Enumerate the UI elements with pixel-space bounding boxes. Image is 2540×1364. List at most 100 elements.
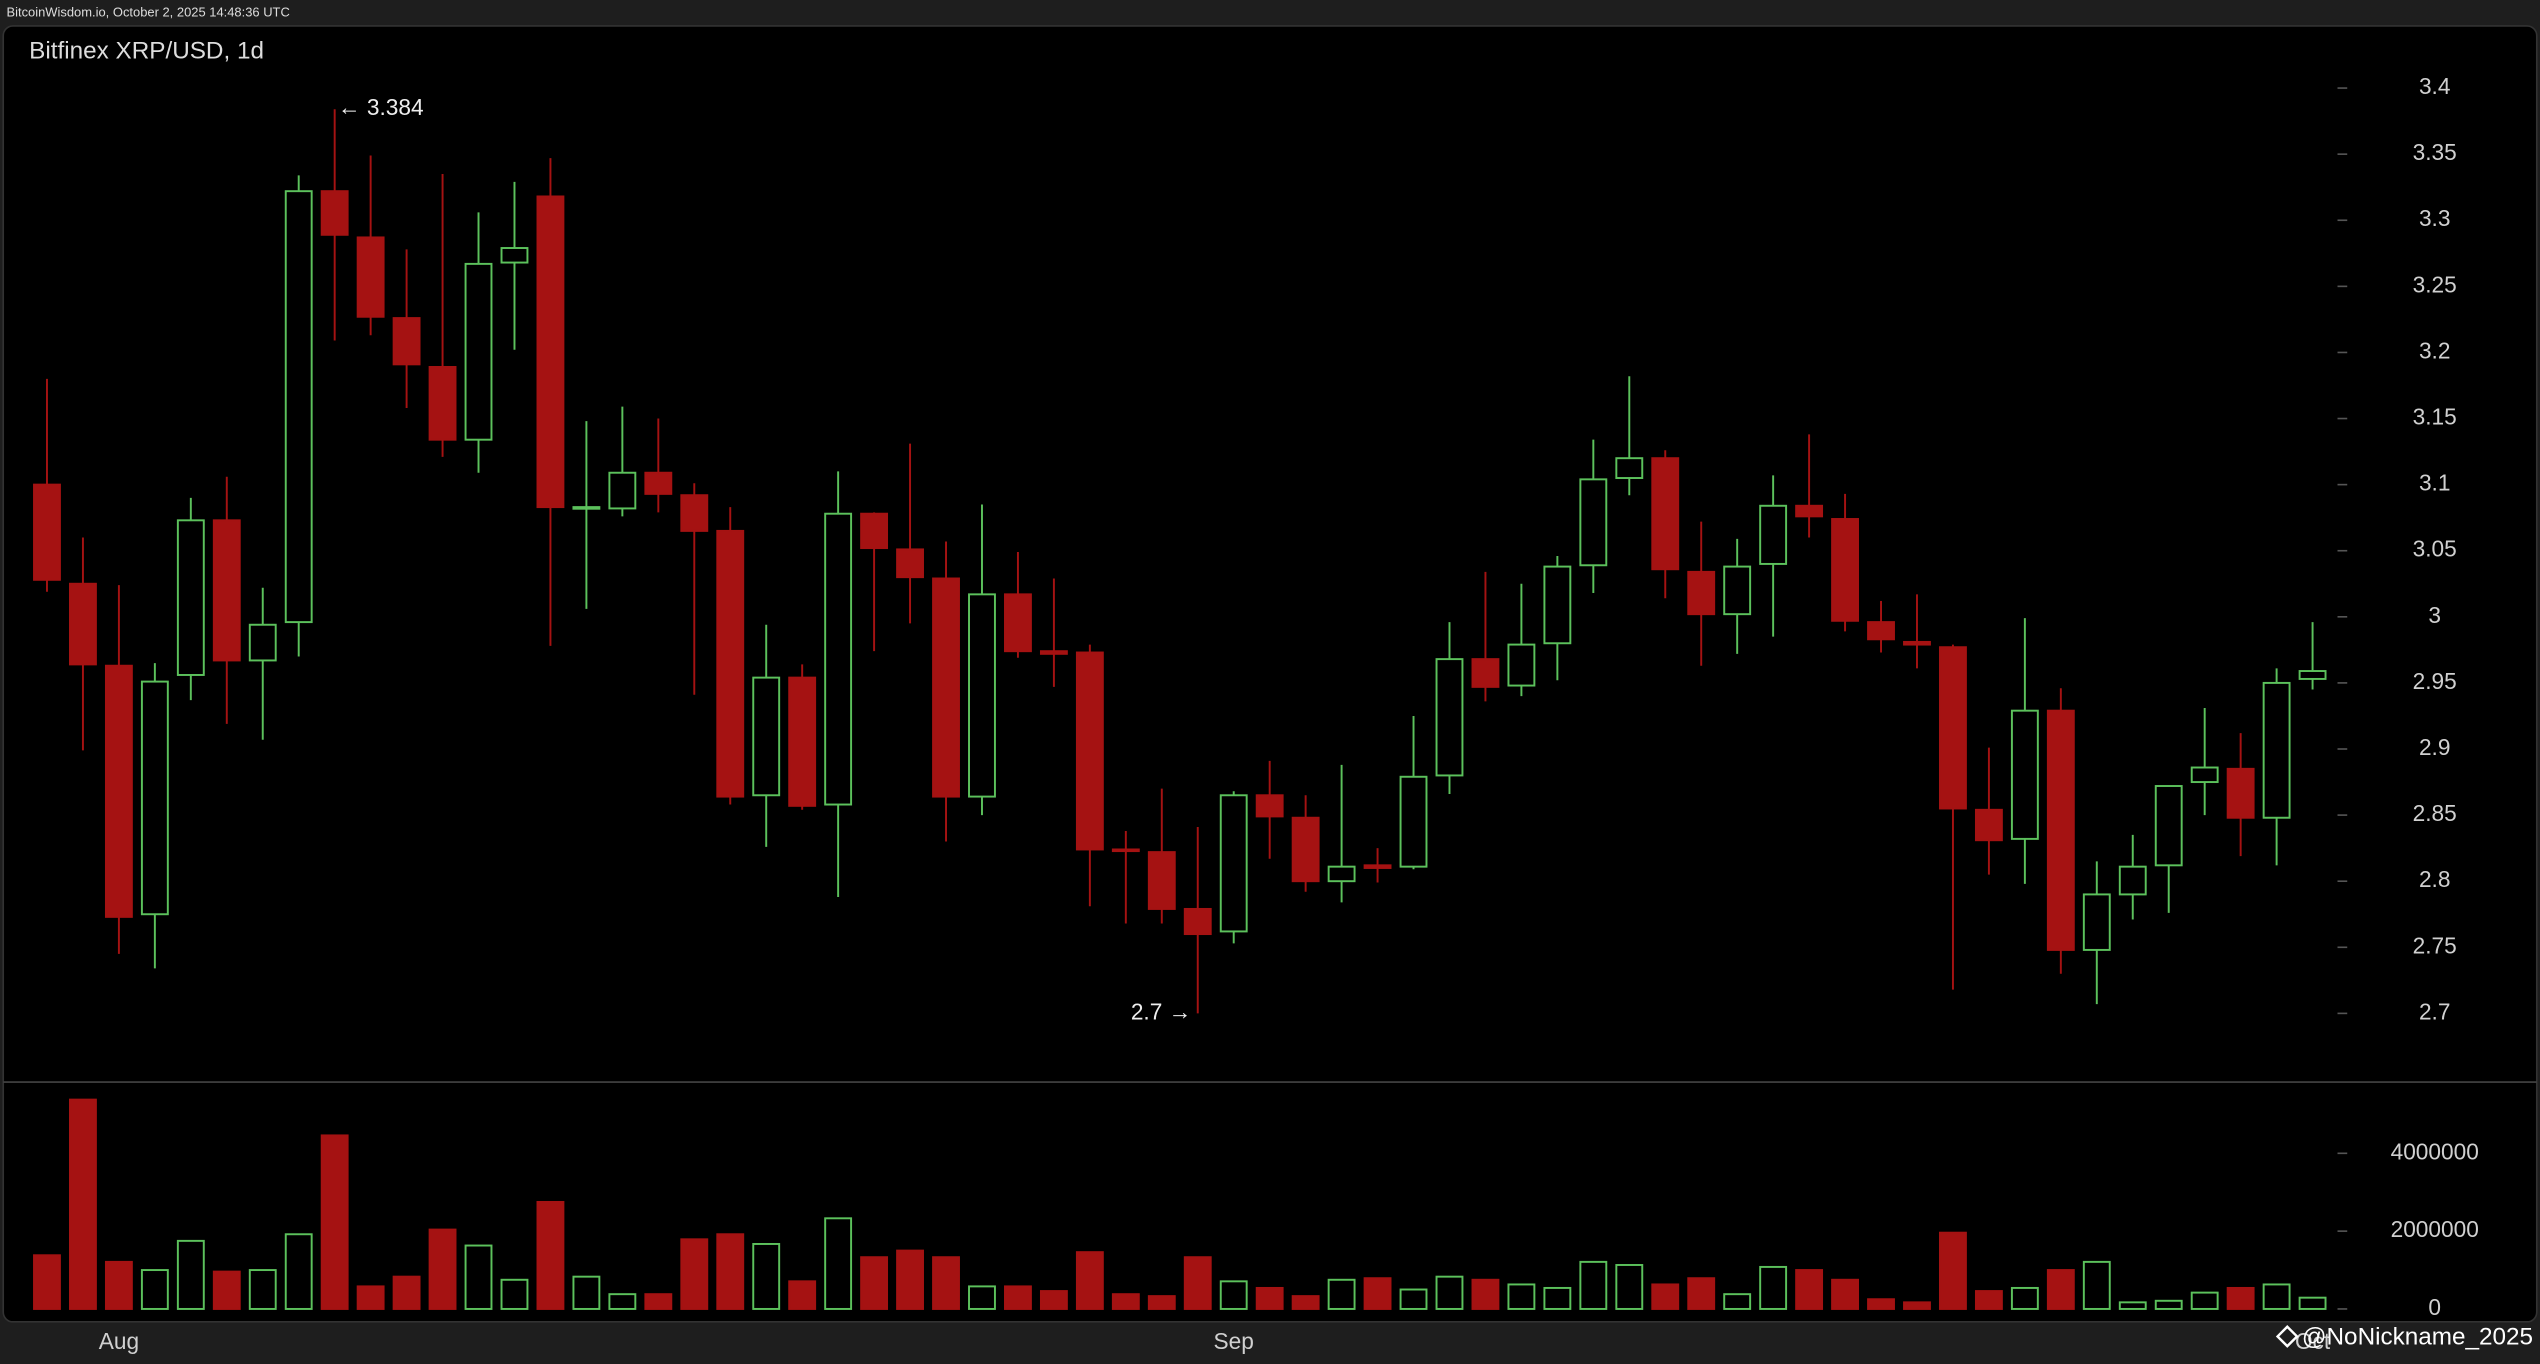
y-tick-label: 3.15 xyxy=(2413,404,2457,430)
y-tick-label: 3.25 xyxy=(2413,271,2457,297)
volume-bar xyxy=(1543,1286,1572,1310)
y-tick-label: 2000000 xyxy=(2391,1216,2479,1242)
candle-body xyxy=(464,262,493,441)
candle-body xyxy=(1219,794,1248,933)
candle-body xyxy=(2190,766,2219,784)
candle-body xyxy=(1831,518,1859,622)
candle-body xyxy=(1543,565,1572,645)
candle-body xyxy=(1651,457,1680,571)
volume-bar xyxy=(752,1243,781,1310)
volume-bar xyxy=(500,1278,529,1310)
candle-body xyxy=(1615,457,1644,479)
candle-body xyxy=(2262,681,2291,819)
volume-bar xyxy=(2046,1269,2075,1310)
volume-bar xyxy=(1039,1290,1068,1310)
candle-body xyxy=(1435,658,1464,777)
volume-bar xyxy=(896,1249,924,1310)
volume-bar xyxy=(1579,1260,1608,1310)
candle-body xyxy=(716,529,745,798)
volume-bar xyxy=(104,1260,133,1310)
volume-bar xyxy=(1147,1295,1176,1310)
volume-bar xyxy=(1687,1277,1716,1310)
volume-bar xyxy=(1075,1251,1104,1310)
volume-bar xyxy=(1867,1298,1895,1310)
candle-body xyxy=(284,190,313,624)
candle-body xyxy=(644,471,673,495)
y-tick-label: 2.95 xyxy=(2413,668,2457,694)
price-annotation: ← 3.384 xyxy=(338,94,424,120)
candle-body xyxy=(1255,794,1284,818)
volume-bar xyxy=(1723,1293,1752,1310)
header: BitcoinWisdom.io, October 2, 2025 14:48:… xyxy=(6,4,289,19)
volume-bar xyxy=(320,1134,349,1310)
volume-bar xyxy=(1183,1256,1212,1310)
y-tick-label: 3.4 xyxy=(2419,73,2451,99)
y-tick-label: 3.35 xyxy=(2413,139,2457,165)
candle-body xyxy=(1075,651,1104,851)
volume-bar xyxy=(1291,1295,1320,1310)
volume-bar xyxy=(1651,1283,1680,1310)
candle-body xyxy=(680,494,709,532)
candle-body xyxy=(1183,907,1212,936)
chart-title: Bitfinex XRP/USD, 1d xyxy=(29,37,264,64)
volume-bar xyxy=(69,1098,97,1310)
volume-bar xyxy=(356,1285,385,1310)
candle-body xyxy=(932,577,960,798)
candle-body xyxy=(1399,775,1428,868)
candle-body xyxy=(356,236,385,318)
candle-body xyxy=(2154,785,2183,867)
candle-body xyxy=(824,512,853,806)
volume-bar xyxy=(572,1275,601,1310)
volume-bar xyxy=(788,1280,817,1310)
y-tick-label: 3 xyxy=(2428,602,2441,628)
candle-body xyxy=(1939,646,1967,810)
candle-body xyxy=(1723,565,1752,616)
candle-body xyxy=(968,593,996,798)
candle-body xyxy=(1471,658,1500,688)
volume-bar xyxy=(2118,1301,2147,1310)
candle-body xyxy=(104,664,133,918)
volume-bar xyxy=(2190,1291,2219,1310)
volume-bar xyxy=(716,1233,745,1310)
x-tick-label: Aug xyxy=(99,1328,139,1354)
volume-bar xyxy=(1219,1280,1248,1310)
candle-body xyxy=(752,676,781,797)
volume-bar xyxy=(1004,1285,1032,1310)
candle-body xyxy=(536,195,565,509)
candle-body xyxy=(572,506,601,510)
y-tick-label: 0 xyxy=(2428,1294,2441,1320)
candle-body xyxy=(1039,650,1068,655)
volume-bar xyxy=(212,1270,241,1310)
x-tick-label: Sep xyxy=(1214,1328,1254,1354)
candle-body xyxy=(1687,570,1716,616)
y-tick-label: 3.05 xyxy=(2413,536,2457,562)
candle-body xyxy=(1291,816,1320,883)
y-tick-label: 4000000 xyxy=(2391,1138,2479,1164)
candle-body xyxy=(1363,864,1392,869)
volume-bar xyxy=(2298,1296,2327,1310)
candle-body xyxy=(1867,621,1895,641)
candle-body xyxy=(2298,670,2327,680)
volume-bar xyxy=(1615,1264,1644,1310)
volume-bar xyxy=(1327,1278,1356,1310)
y-tick-label: 3.2 xyxy=(2419,337,2451,363)
candle-body xyxy=(1759,504,1788,565)
candle-body xyxy=(1974,808,2003,842)
candle-body xyxy=(428,366,457,441)
volume-bar xyxy=(1435,1275,1464,1310)
candle-body xyxy=(2046,709,2075,951)
volume-bar xyxy=(248,1269,277,1310)
volume-bar xyxy=(1759,1265,1788,1310)
candle-body xyxy=(2010,709,2039,840)
volume-bar xyxy=(2154,1299,2183,1310)
volume-bar xyxy=(428,1228,457,1310)
volume-bar xyxy=(284,1233,313,1310)
y-tick-label: 2.75 xyxy=(2413,932,2457,958)
candle-body xyxy=(176,519,205,676)
price-annotation: 2.7 → xyxy=(1131,998,1191,1024)
volume-bar xyxy=(860,1256,889,1310)
candle-body xyxy=(1147,851,1176,910)
y-tick-label: 3.3 xyxy=(2419,205,2451,231)
candle-body xyxy=(212,519,241,662)
